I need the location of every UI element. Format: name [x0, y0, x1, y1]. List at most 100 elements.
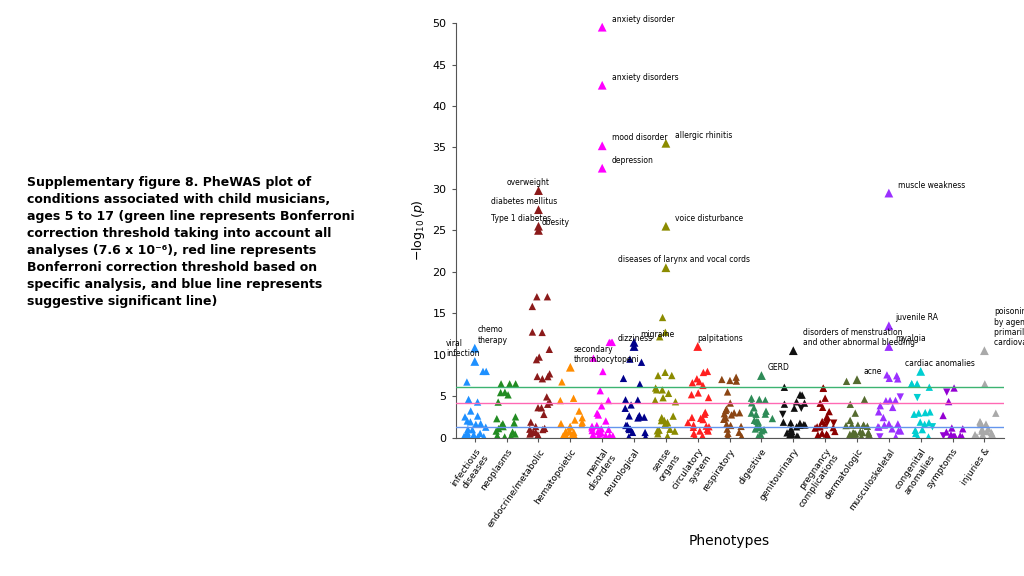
Point: [783, 430, 800, 439]
Point: [527, 422, 544, 431]
Point: [938, 427, 954, 437]
Point: [536, 410, 552, 419]
Point: [571, 407, 588, 416]
Point: [848, 429, 864, 438]
Point: [565, 427, 582, 437]
Point: [503, 431, 519, 441]
Point: [972, 417, 988, 426]
Point: [909, 433, 926, 442]
Point: [604, 431, 621, 441]
Point: [689, 342, 706, 351]
Point: [860, 428, 877, 437]
Text: voice disturbance: voice disturbance: [676, 214, 743, 223]
Point: [903, 379, 920, 388]
Point: [460, 425, 476, 434]
Point: [495, 422, 511, 431]
Point: [625, 428, 641, 437]
Point: [528, 292, 545, 301]
Point: [590, 411, 606, 420]
Point: [794, 391, 810, 400]
Point: [890, 419, 906, 429]
Point: [694, 431, 711, 441]
Point: [564, 430, 581, 439]
Point: [845, 429, 861, 438]
Point: [870, 422, 887, 431]
Point: [788, 397, 805, 407]
Point: [812, 399, 828, 408]
Point: [922, 382, 938, 392]
Point: [757, 396, 773, 405]
Point: [594, 81, 610, 90]
Point: [524, 327, 541, 336]
Point: [909, 379, 926, 388]
Point: [946, 432, 963, 441]
Point: [749, 422, 765, 431]
Point: [684, 413, 700, 422]
Point: [749, 416, 765, 426]
Point: [825, 423, 842, 432]
Point: [657, 328, 674, 337]
Point: [699, 425, 716, 434]
Point: [783, 427, 800, 436]
Point: [776, 382, 793, 392]
Point: [914, 425, 931, 434]
Point: [974, 426, 990, 435]
Point: [497, 433, 513, 442]
Point: [664, 371, 680, 380]
Point: [819, 412, 836, 421]
Point: [884, 425, 900, 434]
Point: [978, 427, 994, 436]
Text: muscle weakness: muscle weakness: [898, 181, 966, 190]
Point: [622, 354, 638, 363]
Point: [943, 430, 959, 439]
Point: [691, 426, 708, 435]
Point: [731, 428, 748, 437]
Point: [598, 416, 614, 426]
Point: [636, 412, 652, 422]
Point: [527, 428, 544, 437]
Point: [821, 407, 838, 416]
Point: [574, 418, 591, 427]
Point: [846, 430, 862, 439]
Point: [647, 384, 664, 393]
Point: [594, 22, 610, 32]
Point: [946, 384, 963, 393]
Point: [776, 400, 793, 409]
Point: [980, 425, 996, 434]
Point: [584, 426, 600, 435]
Point: [855, 420, 871, 430]
Point: [470, 433, 486, 442]
Point: [719, 420, 735, 429]
Point: [745, 403, 762, 412]
Point: [921, 433, 937, 442]
Point: [594, 164, 610, 173]
Point: [943, 433, 959, 442]
Point: [716, 409, 732, 418]
Point: [659, 431, 676, 441]
Point: [881, 374, 897, 383]
Point: [594, 401, 610, 411]
Point: [557, 427, 573, 437]
Point: [786, 404, 803, 413]
Point: [947, 431, 964, 441]
Point: [631, 412, 647, 421]
Text: acne: acne: [863, 367, 882, 376]
Point: [731, 408, 748, 418]
Point: [540, 292, 556, 301]
Point: [461, 395, 477, 404]
Point: [890, 374, 906, 384]
Point: [584, 422, 600, 431]
Point: [756, 425, 772, 434]
Point: [698, 422, 715, 431]
Point: [656, 416, 673, 425]
Point: [630, 396, 646, 405]
Point: [700, 422, 717, 431]
Point: [774, 410, 791, 419]
Point: [657, 367, 674, 377]
Point: [494, 421, 510, 430]
Point: [601, 431, 617, 441]
Point: [552, 396, 568, 405]
Point: [651, 426, 668, 435]
Point: [925, 422, 941, 431]
Point: [722, 376, 738, 385]
